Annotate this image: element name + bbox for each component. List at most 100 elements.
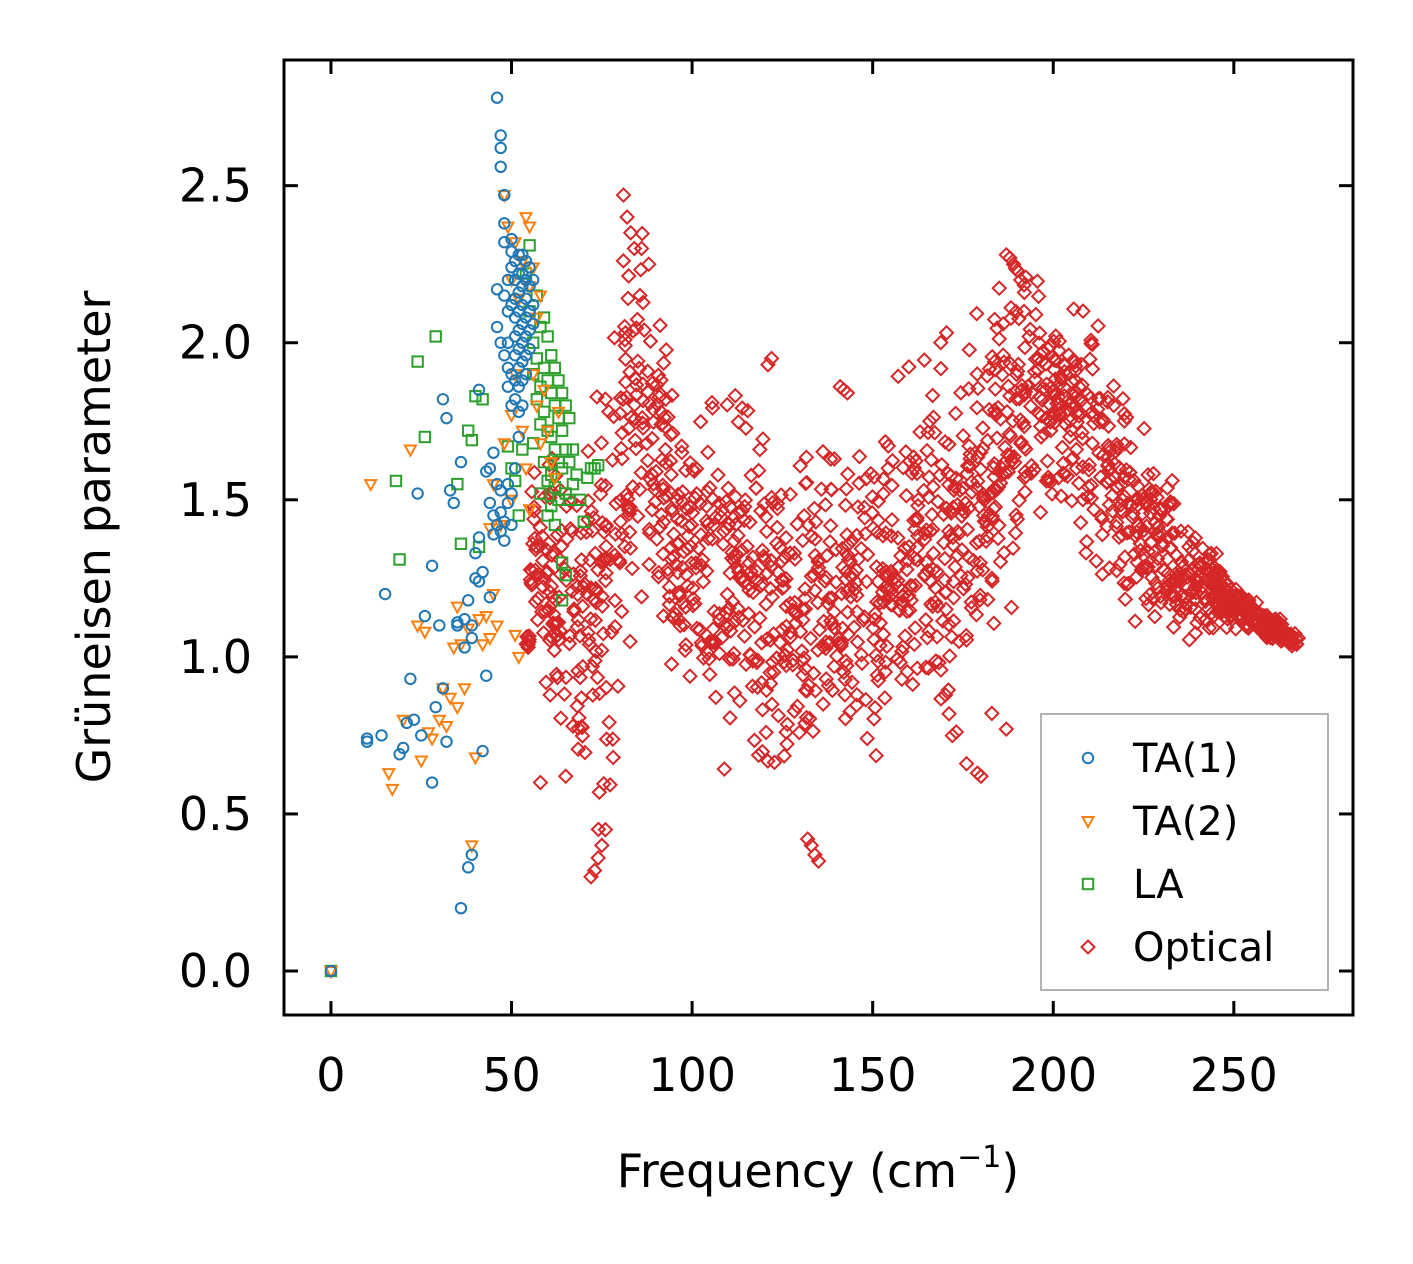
data-point — [771, 539, 788, 556]
data-point — [1081, 456, 1098, 473]
data-point — [921, 623, 937, 639]
data-point — [670, 584, 687, 601]
data-point — [868, 647, 884, 664]
data-point — [1033, 353, 1050, 369]
data-point — [961, 458, 978, 475]
data-point — [1258, 629, 1275, 646]
data-point — [668, 492, 685, 509]
data-point — [644, 375, 661, 392]
data-point — [981, 401, 998, 418]
data-point — [1165, 619, 1182, 636]
data-point — [615, 187, 632, 203]
data-point — [497, 190, 512, 204]
data-point — [552, 374, 565, 387]
data-point — [1122, 439, 1139, 456]
data-point — [479, 611, 494, 625]
data-point — [1126, 546, 1143, 563]
data-point — [711, 495, 728, 512]
data-point — [453, 639, 469, 653]
data-point — [622, 633, 638, 650]
data-point — [512, 405, 525, 419]
data-point — [894, 588, 911, 605]
data-point — [924, 387, 941, 404]
data-point — [626, 240, 643, 257]
data-point — [1217, 597, 1234, 614]
data-point — [442, 692, 458, 706]
data-point — [985, 615, 1002, 632]
data-point — [687, 490, 703, 506]
data-point — [559, 399, 572, 412]
data-point — [526, 273, 540, 287]
data-point — [1122, 464, 1138, 481]
data-point — [540, 425, 555, 439]
data-point — [791, 724, 808, 741]
data-point — [1085, 501, 1102, 518]
data-point — [1070, 475, 1087, 492]
data-point — [1281, 635, 1298, 652]
data-point — [857, 525, 874, 542]
data-point — [875, 626, 892, 643]
data-point — [645, 476, 662, 492]
data-point — [1121, 524, 1138, 540]
data-point — [760, 356, 776, 373]
data-point — [547, 592, 564, 608]
data-point — [844, 674, 860, 691]
data-point — [498, 188, 511, 202]
data-point — [1037, 381, 1054, 398]
data-point — [476, 744, 489, 758]
data-point — [516, 267, 529, 280]
data-point — [1153, 594, 1169, 611]
data-point — [750, 747, 767, 764]
data-point — [519, 267, 533, 280]
data-point — [670, 486, 686, 503]
data-point — [660, 409, 676, 426]
data-point — [1027, 371, 1044, 388]
data-point — [1078, 533, 1095, 550]
data-point — [762, 632, 779, 648]
data-point — [469, 389, 482, 403]
data-point — [555, 424, 569, 437]
data-point — [787, 551, 804, 568]
data-point — [572, 563, 589, 579]
data-point — [833, 585, 850, 602]
data-point — [949, 547, 966, 564]
data-point — [763, 350, 780, 367]
data-point — [1138, 494, 1155, 511]
data-point — [961, 341, 978, 358]
data-point — [375, 729, 388, 742]
data-point — [553, 538, 570, 554]
data-point — [774, 580, 791, 597]
data-point — [1240, 592, 1257, 608]
data-point — [505, 261, 518, 274]
data-point — [555, 386, 569, 400]
data-point — [837, 671, 854, 688]
data-point — [944, 727, 961, 744]
data-point — [512, 267, 525, 280]
data-point — [661, 579, 678, 595]
data-point — [620, 420, 637, 437]
data-point — [617, 374, 634, 391]
y-tick-label: 2.5 — [179, 159, 252, 213]
data-point — [468, 752, 483, 766]
data-point — [483, 462, 497, 475]
data-point — [773, 487, 790, 503]
data-point — [806, 500, 823, 517]
data-point — [716, 761, 733, 777]
data-point — [792, 623, 809, 640]
data-point — [987, 381, 1004, 398]
data-point — [882, 596, 899, 613]
data-point — [494, 141, 507, 155]
data-point — [854, 655, 870, 672]
data-point — [794, 532, 811, 549]
data-point — [545, 499, 558, 513]
data-point — [1057, 416, 1074, 433]
data-point — [581, 636, 598, 653]
data-point — [634, 415, 651, 431]
data-point — [701, 666, 718, 683]
data-point — [363, 479, 378, 493]
data-point — [415, 729, 428, 742]
data-point — [920, 660, 937, 677]
data-point — [490, 518, 504, 532]
data-point — [570, 720, 587, 737]
data-point — [677, 642, 694, 659]
